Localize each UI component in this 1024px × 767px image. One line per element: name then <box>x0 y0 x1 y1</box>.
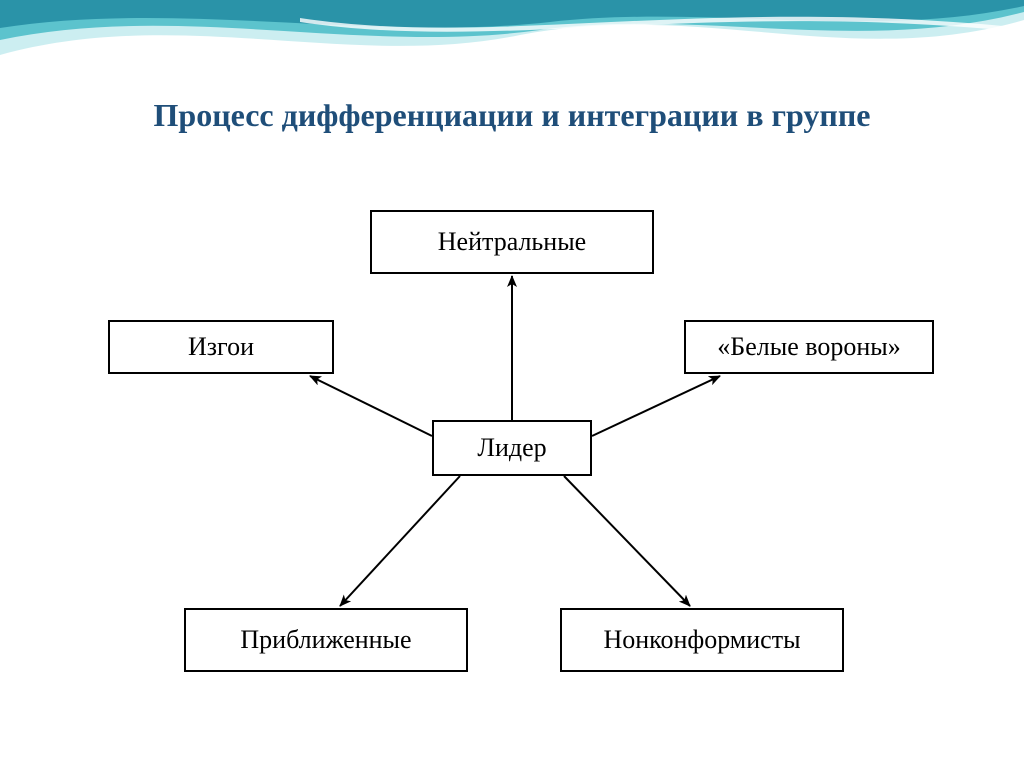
node-label: Изгои <box>188 332 254 362</box>
node-center: Лидер <box>432 420 592 476</box>
page-title: Процесс дифференциации и интеграции в гр… <box>0 95 1024 135</box>
edge-center-right <box>592 376 720 436</box>
edge-center-bl <box>340 476 460 606</box>
node-label: Нонконформисты <box>603 625 800 655</box>
node-bottom-left: Приближенные <box>184 608 468 672</box>
wave-decoration <box>0 0 1024 90</box>
node-label: «Белые вороны» <box>717 332 900 362</box>
edge-center-br <box>564 476 690 606</box>
diagram: Лидер Нейтральные Изгои «Белые вороны» П… <box>0 180 1024 740</box>
node-label: Нейтральные <box>438 227 586 257</box>
edge-center-left <box>310 376 432 436</box>
node-right: «Белые вороны» <box>684 320 934 374</box>
node-label: Лидер <box>477 433 546 463</box>
node-bottom-right: Нонконформисты <box>560 608 844 672</box>
node-left: Изгои <box>108 320 334 374</box>
node-label: Приближенные <box>240 625 411 655</box>
node-top: Нейтральные <box>370 210 654 274</box>
